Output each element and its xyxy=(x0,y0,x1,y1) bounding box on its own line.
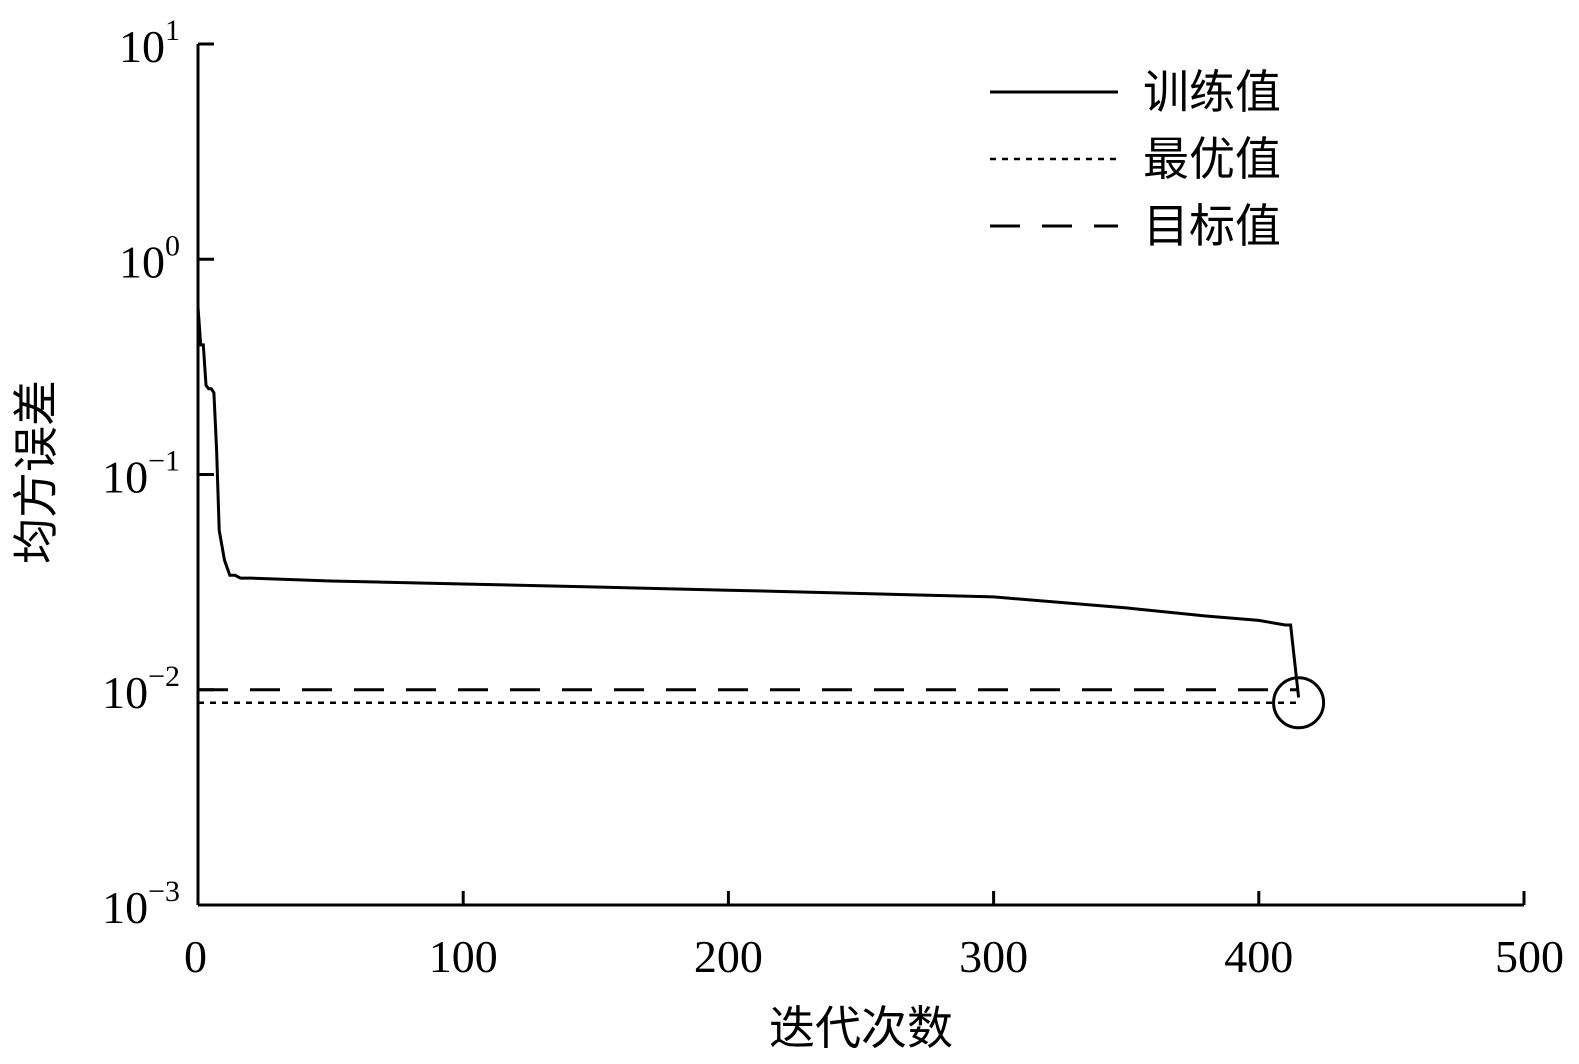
y-tick-label: 10−2 xyxy=(102,660,180,718)
y-axis-title: 均方误差 xyxy=(9,380,63,564)
axes xyxy=(196,44,1524,907)
best-point-marker xyxy=(1272,676,1326,730)
y-tick-label: 101 xyxy=(119,14,180,72)
x-tick-label: 0 xyxy=(184,931,207,982)
x-tick-label: 400 xyxy=(1224,931,1293,982)
series-line-1 xyxy=(196,306,1301,698)
y-tick-label: 10−3 xyxy=(102,875,180,933)
x-tick-label: 500 xyxy=(1495,931,1564,982)
x-tick-label: 200 xyxy=(694,931,763,982)
x-tick-label: 100 xyxy=(429,931,498,982)
legend-label: 目标值 xyxy=(1143,199,1281,253)
plot-area xyxy=(196,306,1326,730)
x-axis-title: 迭代次数 xyxy=(769,1001,953,1055)
x-ticks: 0 100 200 300 400 500 xyxy=(184,891,1564,982)
legend-label: 训练值 xyxy=(1143,65,1281,119)
legend-label: 最优值 xyxy=(1143,132,1281,186)
y-tick-label: 100 xyxy=(119,229,180,287)
x-tick-label: 300 xyxy=(959,931,1028,982)
y-tick-label: 10−1 xyxy=(102,445,180,503)
y-ticks: 101 100 10−1 10−2 10−3 xyxy=(102,14,214,933)
